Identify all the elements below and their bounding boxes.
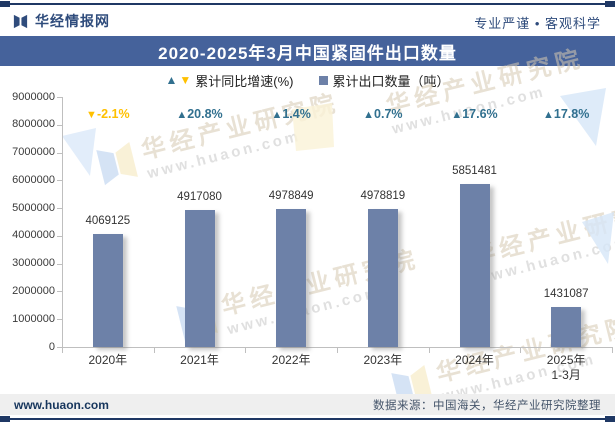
x-category-label: 2021年 (180, 353, 219, 367)
chart-title: 2020-2025年3月中国紧固件出口数量 (158, 43, 457, 63)
triangle-up-icon: ▲ (176, 109, 188, 121)
bar-value-label: 4978819 (360, 190, 406, 202)
footer: www.huaon.com 数据来源：中国海关，华经产业研究院整理 (0, 394, 615, 415)
triangle-down-icon: ▼ (179, 73, 192, 87)
bar (367, 209, 398, 347)
y-axis (62, 97, 63, 348)
footer-source: 数据来源：中国海关，华经产业研究院整理 (373, 399, 601, 412)
y-tick-mark (57, 235, 62, 237)
y-tick-mark (57, 208, 62, 210)
legend: ▲ ▼ 累计同比增速(%) 累计出口数量（吨） (0, 71, 615, 89)
growth-label: ▲17.8% (542, 107, 590, 121)
triangle-up-icon: ▲ (165, 73, 178, 87)
legend-quantity-label: 累计出口数量（吨） (332, 73, 450, 89)
watermark-shape (62, 128, 96, 176)
bar (92, 234, 123, 347)
bar (459, 184, 490, 347)
x-tick-mark (337, 348, 338, 353)
bar-value-label: 1431087 (543, 288, 589, 300)
site-tagline: 专业严谨 • 客观科学 (474, 16, 601, 31)
x-tick-mark (612, 348, 613, 353)
bar-value-label: 4069125 (85, 215, 131, 227)
y-tick-label: 1000000 (12, 312, 55, 325)
y-tick-mark (57, 180, 62, 182)
growth-label: ▲20.8% (176, 107, 223, 121)
logo-icon (13, 14, 28, 28)
y-tick-label: 3000000 (12, 257, 55, 270)
title-bar: 2020-2025年3月中国紧固件出口数量 (0, 36, 615, 66)
top-border-left-cap (0, 1, 10, 7)
growth-label: ▲17.6% (451, 107, 498, 121)
x-tick-mark (520, 348, 522, 353)
header: 华经情报网 专业严谨 • 客观科学 (0, 9, 615, 35)
bar (551, 307, 582, 347)
x-category-label: 2022年 (271, 353, 311, 367)
watermark-logo-icon (96, 141, 138, 186)
y-tick-label: 2000000 (12, 284, 55, 297)
x-category-label: 2025年 1-3月 (546, 353, 586, 382)
y-tick-label: 9000000 (12, 90, 55, 103)
x-category-label: 2023年 (363, 353, 403, 367)
site-name: 华经情报网 (35, 13, 110, 29)
legend-bar-swatch-icon (319, 75, 329, 85)
y-tick-label: 0 (48, 340, 55, 353)
y-tick-mark (57, 124, 62, 126)
y-tick-mark (57, 291, 62, 293)
top-border (0, 1, 615, 7)
bar-value-label: 5851481 (452, 165, 497, 177)
y-tick-label: 5000000 (12, 201, 55, 214)
triangle-up-icon: ▲ (363, 109, 375, 121)
y-tick-label: 4000000 (12, 229, 55, 242)
y-tick-mark (57, 97, 62, 98)
bar (276, 209, 307, 347)
y-tick-label: 7000000 (12, 146, 55, 159)
triangle-up-icon: ▲ (271, 109, 283, 121)
bottom-border-left-cap (0, 416, 10, 422)
legend-item-quantity: 累计出口数量（吨） (319, 71, 450, 90)
y-tick-mark (57, 263, 62, 265)
y-tick-label: 6000000 (12, 173, 55, 186)
x-tick-mark (245, 348, 247, 353)
watermark-shape (582, 212, 614, 264)
x-tick-mark (428, 348, 430, 353)
triangle-up-icon: ▲ (542, 109, 554, 121)
x-axis (62, 347, 613, 348)
site-logo: 华经情报网 (12, 11, 110, 31)
triangle-down-icon: ▼ (86, 109, 97, 121)
bar-value-label: 4917080 (177, 191, 222, 203)
legend-growth-label: 累计同比增速(%) (195, 73, 294, 89)
bottom-border (0, 416, 615, 422)
legend-item-growth: ▲ ▼ 累计同比增速(%) (165, 71, 293, 90)
x-category-label: 2024年 (455, 353, 494, 367)
x-tick-mark (62, 348, 63, 353)
x-tick-mark (153, 348, 155, 353)
y-tick-label: 8000000 (12, 118, 55, 131)
y-tick-mark (57, 347, 62, 348)
bar (184, 210, 215, 347)
y-tick-mark (57, 152, 62, 154)
watermark-text: 华经产业研究院 (138, 89, 343, 165)
watermark-url: www.huaon.com (145, 127, 303, 183)
growth-label: ▲1.4% (271, 107, 311, 121)
growth-label: ▲0.7% (363, 107, 403, 121)
growth-label: ▼-2.1% (86, 107, 130, 121)
bottom-border-right-cap (605, 416, 615, 422)
y-tick-mark (57, 319, 62, 321)
x-category-label: 2020年 (88, 353, 128, 367)
top-border-right-cap (605, 1, 615, 7)
footer-site-url: www.huaon.com (14, 397, 109, 412)
watermark-url: www.huaon.com (475, 233, 615, 288)
triangle-up-icon: ▲ (451, 109, 463, 121)
bar-value-label: 4978849 (268, 190, 314, 202)
